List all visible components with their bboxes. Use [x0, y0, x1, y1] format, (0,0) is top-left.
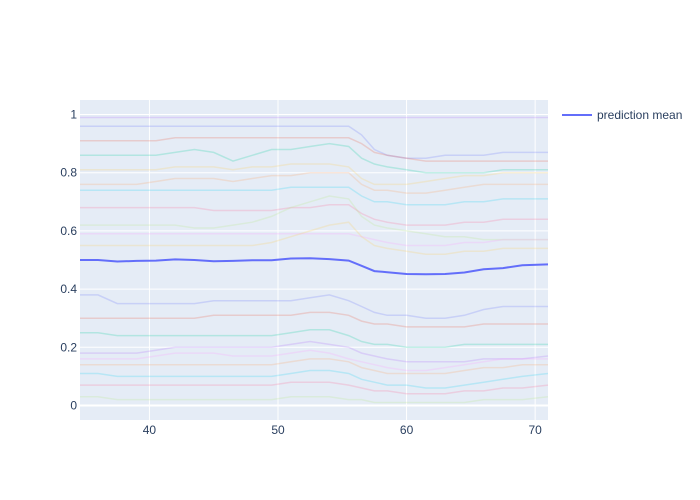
ice-line-11: [80, 311, 548, 328]
ice-line-18: [80, 349, 548, 372]
ice-line-2: [80, 142, 548, 174]
ice-line-15: [80, 369, 549, 389]
ice-line-13: [80, 340, 549, 363]
series-line-prediction-mean: [80, 257, 549, 276]
ice-line-7: [80, 195, 548, 241]
y-tick-label-3: 0.6: [60, 224, 77, 238]
legend[interactable]: prediction mean: [562, 108, 682, 122]
ice-line-0: [80, 125, 548, 159]
ice-lines: [80, 116, 549, 404]
ice-line-8: [80, 233, 548, 247]
legend-label-prediction-mean: prediction mean: [597, 108, 682, 122]
y-tick-label-0: 0: [70, 398, 77, 412]
x-tick-label-70: 70: [528, 423, 542, 437]
ice-line-1: [80, 137, 548, 162]
y-tick-label-5: 1: [70, 108, 77, 122]
ice-line-12: [80, 329, 548, 349]
y-tick-label-1: 0.2: [60, 340, 77, 354]
ice-line-5: [80, 186, 548, 206]
ice-line-9: [80, 221, 548, 255]
ice-line-17: [80, 395, 549, 404]
x-tick-label-50: 50: [271, 423, 285, 437]
x-tick-label-40: 40: [143, 423, 157, 437]
ice-line-14: [80, 358, 548, 375]
y-axis-ticks: 0 0.2 0.4 0.6 0.8 1: [60, 108, 77, 413]
y-tick-label-4: 0.8: [60, 166, 77, 180]
mean-line-group: [80, 257, 549, 276]
ice-line-4: [80, 171, 548, 194]
y-tick-label-2: 0.4: [60, 282, 77, 296]
x-tick-label-60: 60: [400, 423, 414, 437]
x-axis-ticks: 40 50 60 70: [143, 423, 542, 437]
ice-line-6: [80, 203, 548, 226]
ice-line-19: [80, 163, 548, 186]
ice-line-10: [80, 294, 548, 319]
ice-line-16: [80, 381, 549, 395]
